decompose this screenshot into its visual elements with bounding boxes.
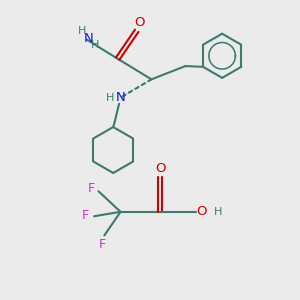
Text: N: N	[116, 92, 125, 104]
Text: F: F	[82, 209, 89, 222]
Text: H: H	[91, 40, 100, 50]
Text: F: F	[98, 238, 106, 251]
Text: H: H	[78, 26, 86, 36]
Text: O: O	[155, 162, 166, 175]
Text: F: F	[88, 182, 95, 195]
Text: N: N	[83, 32, 93, 45]
Text: O: O	[134, 16, 145, 29]
Text: H: H	[106, 93, 114, 103]
Text: O: O	[196, 205, 207, 218]
Text: H: H	[214, 207, 222, 217]
